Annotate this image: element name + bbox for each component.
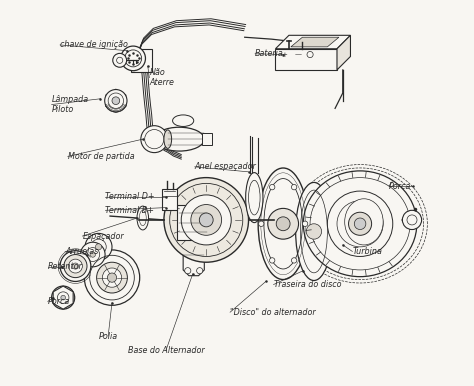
Circle shape xyxy=(85,234,112,260)
Text: Terminal D+: Terminal D+ xyxy=(105,192,155,201)
Circle shape xyxy=(337,201,383,247)
Circle shape xyxy=(197,267,203,274)
Text: —: — xyxy=(295,52,302,58)
Circle shape xyxy=(108,273,117,282)
Circle shape xyxy=(191,205,222,235)
FancyBboxPatch shape xyxy=(131,49,152,72)
Polygon shape xyxy=(275,49,337,70)
Polygon shape xyxy=(275,35,350,49)
Circle shape xyxy=(60,251,91,281)
Circle shape xyxy=(84,250,140,305)
Circle shape xyxy=(302,221,308,227)
Circle shape xyxy=(181,195,231,245)
Ellipse shape xyxy=(258,168,308,279)
Circle shape xyxy=(270,185,275,190)
Text: Terminal B+: Terminal B+ xyxy=(105,206,155,215)
Ellipse shape xyxy=(155,127,204,151)
Circle shape xyxy=(112,97,120,105)
Circle shape xyxy=(102,268,122,287)
Text: Lâmpada
Piloto: Lâmpada Piloto xyxy=(52,95,89,114)
Circle shape xyxy=(73,263,79,269)
Text: Anel espaçador: Anel espaçador xyxy=(195,163,256,171)
Circle shape xyxy=(306,224,322,239)
Text: Polia: Polia xyxy=(99,332,118,340)
Circle shape xyxy=(97,262,128,293)
Text: Turbina: Turbina xyxy=(352,247,382,256)
Circle shape xyxy=(164,178,248,262)
FancyBboxPatch shape xyxy=(162,189,177,210)
Ellipse shape xyxy=(108,93,124,108)
Circle shape xyxy=(354,218,366,230)
Ellipse shape xyxy=(105,90,127,112)
Polygon shape xyxy=(291,37,339,47)
Circle shape xyxy=(81,242,105,267)
Text: Arruelas: Arruelas xyxy=(65,247,98,256)
Circle shape xyxy=(268,208,299,239)
Ellipse shape xyxy=(164,130,172,148)
Circle shape xyxy=(145,130,164,149)
FancyBboxPatch shape xyxy=(202,134,212,145)
Text: Porca: Porca xyxy=(389,181,411,191)
Text: Base do Alternador: Base do Alternador xyxy=(128,346,204,355)
Ellipse shape xyxy=(246,173,263,223)
Circle shape xyxy=(117,57,123,63)
Text: Espaçador: Espaçador xyxy=(82,232,124,240)
Polygon shape xyxy=(53,286,73,309)
Ellipse shape xyxy=(137,206,148,230)
Text: Porca: Porca xyxy=(48,297,70,306)
Circle shape xyxy=(52,286,75,309)
Ellipse shape xyxy=(296,183,332,281)
Text: Retentor: Retentor xyxy=(48,262,82,271)
Circle shape xyxy=(90,252,95,257)
Circle shape xyxy=(199,213,213,227)
Circle shape xyxy=(64,254,87,278)
Ellipse shape xyxy=(303,171,417,277)
Circle shape xyxy=(348,212,372,235)
Circle shape xyxy=(113,53,127,67)
Text: "Disco" do alternador: "Disco" do alternador xyxy=(230,308,316,317)
Circle shape xyxy=(69,259,82,273)
Circle shape xyxy=(407,215,417,225)
Circle shape xyxy=(276,217,290,231)
Circle shape xyxy=(292,185,297,190)
Circle shape xyxy=(125,50,142,67)
Ellipse shape xyxy=(173,115,194,127)
Polygon shape xyxy=(106,89,126,112)
Circle shape xyxy=(402,210,421,230)
Text: chave de ignição: chave de ignição xyxy=(60,41,128,49)
Polygon shape xyxy=(337,35,350,70)
Text: +: + xyxy=(281,52,287,58)
Circle shape xyxy=(328,191,393,256)
Circle shape xyxy=(61,295,65,300)
FancyBboxPatch shape xyxy=(177,205,208,240)
Circle shape xyxy=(185,267,191,274)
Text: Bateria: Bateria xyxy=(255,49,284,58)
Ellipse shape xyxy=(345,199,383,245)
Ellipse shape xyxy=(248,180,260,215)
Circle shape xyxy=(270,258,275,263)
Text: Motor de partida: Motor de partida xyxy=(68,152,135,161)
Circle shape xyxy=(258,221,264,227)
Circle shape xyxy=(121,46,146,71)
Circle shape xyxy=(95,244,101,250)
Polygon shape xyxy=(183,245,204,276)
Text: Traseira do disco: Traseira do disco xyxy=(273,280,341,289)
Text: Não
Aterre: Não Aterre xyxy=(149,68,174,87)
Circle shape xyxy=(292,258,297,263)
Circle shape xyxy=(307,51,313,58)
Circle shape xyxy=(141,126,168,152)
